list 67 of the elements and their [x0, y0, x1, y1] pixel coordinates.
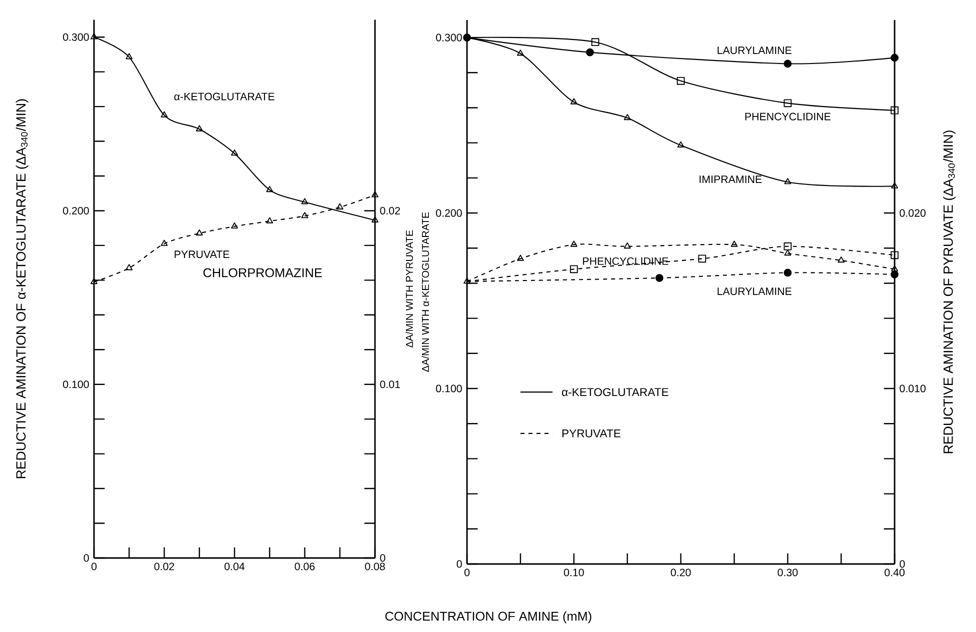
- point: [301, 212, 308, 218]
- y-axis-title: ΔA/MIN WITH α-KETOGLUTARATE: [422, 212, 429, 372]
- annotation: CHLORPROMAZINE: [203, 268, 322, 278]
- point: [196, 229, 203, 236]
- point: [336, 203, 344, 210]
- point: [784, 99, 792, 108]
- y2-axis-title: REDUCTIVE AMINATION OF PYRUVATE (ΔA$_{340}$/MIN): [943, 130, 956, 454]
- point: [90, 33, 98, 40]
- point: [891, 182, 898, 188]
- point: [570, 98, 578, 104]
- x-tick-label: 0.20: [670, 568, 691, 576]
- point: [301, 198, 308, 204]
- annotation: PYRUVATE: [562, 429, 620, 438]
- series-label: PHENCYCLIDINE: [583, 257, 668, 265]
- point: [677, 141, 684, 148]
- x-tick-label: 0.06: [294, 562, 315, 570]
- y2-tick-label: 0.010: [900, 384, 926, 392]
- series-label: IMIPRAMINE: [700, 176, 762, 183]
- point: [266, 217, 274, 224]
- point: [784, 60, 792, 68]
- y2-axis-title: ΔA/MIN WITH PYRUVATE: [406, 230, 413, 348]
- series-label: PHENCYCLIDINE: [745, 112, 830, 120]
- y-tick-label: 0.300: [436, 34, 462, 42]
- point: [890, 106, 899, 114]
- series-label: LAURYLAMINE: [718, 288, 792, 296]
- y-tick-label: 0.200: [436, 209, 462, 217]
- point: [231, 149, 238, 156]
- x-tick-label: 0.08: [365, 562, 385, 570]
- x-tick-label: 0: [464, 568, 470, 576]
- series-label: LAURYLAMINE: [718, 46, 792, 54]
- series-label: PYRUVATE: [174, 250, 230, 258]
- x-tick-label: 0: [91, 562, 97, 570]
- y2-tick-label: 0.020: [900, 209, 926, 217]
- point: [372, 191, 378, 198]
- y-axis-title: REDUCTIVE AMINATION OF α-KETOGLUTARATE (ΔA$_{340}$/MIN): [16, 99, 28, 478]
- annotation: α-KETOGLUTARATE: [562, 388, 668, 396]
- point: [463, 34, 471, 42]
- point: [196, 125, 203, 132]
- point: [126, 264, 133, 270]
- point: [591, 38, 600, 46]
- y-tick-label: 0.100: [63, 380, 89, 388]
- y-tick-label: 0.200: [63, 206, 89, 214]
- point: [231, 222, 238, 229]
- y-tick-label: 0: [84, 554, 89, 562]
- point: [586, 48, 594, 56]
- point: [160, 111, 168, 118]
- point: [624, 114, 631, 120]
- x-tick-label: 0.30: [778, 568, 798, 576]
- point: [516, 50, 524, 56]
- point: [90, 278, 98, 284]
- x-tick-label: 0.02: [154, 562, 174, 570]
- point: [160, 240, 168, 246]
- series-label: α-KETOGLUTARATE: [174, 92, 274, 100]
- x-tick-label: 0.10: [564, 568, 584, 576]
- point: [784, 178, 792, 184]
- point: [126, 53, 133, 60]
- point: [372, 216, 378, 222]
- y2-tick-label: 0.01: [380, 380, 400, 388]
- x-tick-label: 0.40: [884, 568, 905, 576]
- point: [676, 76, 685, 85]
- x-tick-label: 0.04: [224, 562, 245, 570]
- point: [266, 186, 274, 192]
- y2-tick-label: 0: [380, 554, 386, 562]
- y-tick-label: 0.300: [63, 33, 89, 41]
- y2-tick-label: 0.02: [380, 206, 400, 214]
- x-axis-title: CONCENTRATION OF AMINE (mM): [385, 611, 592, 624]
- y-tick-label: 0.100: [436, 384, 462, 392]
